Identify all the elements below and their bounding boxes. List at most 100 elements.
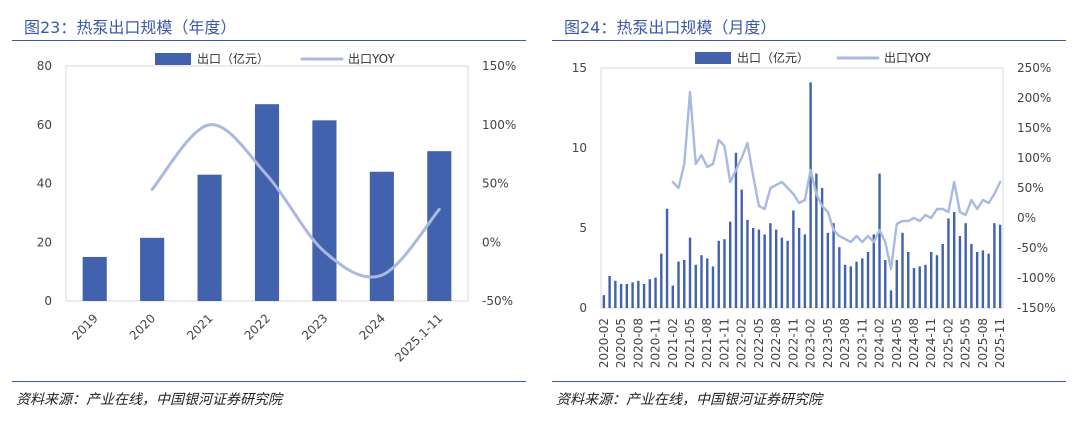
bar <box>935 255 939 308</box>
y-right-tick-label: -150% <box>1017 301 1056 315</box>
bar <box>820 188 824 308</box>
x-tick-label: 2024-05 <box>890 318 904 368</box>
bar <box>706 258 709 308</box>
x-tick-label: 2022-02 <box>735 318 749 368</box>
y-left-tick-label: 80 <box>37 59 52 73</box>
x-tick-label: 2021 <box>184 311 215 342</box>
bar <box>878 173 881 308</box>
left-bottom-rule <box>12 381 526 382</box>
bar <box>671 285 674 308</box>
y-left-tick-label: 20 <box>37 235 52 249</box>
x-tick-label: 2023-11 <box>855 318 869 368</box>
x-tick-label: 2020 <box>127 311 158 342</box>
y-left-tick-label: 0 <box>579 301 587 315</box>
bar <box>757 229 761 308</box>
bar <box>809 82 812 309</box>
bar <box>838 247 841 308</box>
y-right-tick-label: 0% <box>482 235 501 249</box>
bar <box>786 240 789 308</box>
bar <box>608 276 611 308</box>
bar <box>763 234 766 308</box>
x-tick-label: 2019 <box>69 311 100 342</box>
bar <box>711 266 715 308</box>
right-bottom-rule <box>552 381 1066 382</box>
bar <box>660 253 663 308</box>
x-tick-label: 2021-11 <box>717 318 731 368</box>
y-right-tick-label: -50% <box>1017 241 1048 255</box>
bar <box>981 250 985 308</box>
bar <box>855 261 858 308</box>
left-chart-title: 图23：热泵出口规模（年度） <box>24 18 237 37</box>
y-right-tick-label: 150% <box>482 59 516 73</box>
x-tick-label: 2023-05 <box>821 318 835 368</box>
y-right-tick-label: 50% <box>1017 181 1044 195</box>
x-tick-label: 2025-05 <box>959 318 973 368</box>
bar <box>602 295 606 308</box>
x-tick-label: 2020-11 <box>649 318 663 368</box>
bar <box>688 237 692 308</box>
x-tick-label: 2024-02 <box>873 318 887 368</box>
bar <box>930 252 933 308</box>
x-tick-label: 2024-08 <box>907 318 921 368</box>
bar <box>780 237 784 308</box>
bar <box>631 282 634 308</box>
bar <box>912 268 916 308</box>
bar <box>815 173 818 308</box>
y-left-tick-label: 40 <box>37 177 52 191</box>
legend-bar-swatch <box>695 52 731 64</box>
bar <box>140 237 165 301</box>
y-left-tick-label: 10 <box>572 141 587 155</box>
x-tick-label: 2020-02 <box>597 318 611 368</box>
y-left-tick-label: 5 <box>579 221 587 235</box>
bar <box>774 229 778 308</box>
x-tick-label: 2021-02 <box>666 318 680 368</box>
bar <box>619 284 623 308</box>
bar <box>861 258 864 308</box>
bar <box>947 218 950 308</box>
plot-area <box>600 67 1004 309</box>
y-right-tick-label: 50% <box>482 177 509 191</box>
bar <box>987 253 990 308</box>
x-tick-label: 2025.1-11 <box>392 311 445 364</box>
bar <box>901 232 904 308</box>
x-tick-label: 2023 <box>299 311 330 342</box>
bar <box>975 252 979 308</box>
x-tick-label: 2022 <box>242 311 273 342</box>
bar <box>866 252 870 308</box>
bar <box>826 232 830 308</box>
right-chart-panel: 图24：热泵出口规模（月度） 0 5 10 15 -150% -100% -50% 0% 50%… <box>540 0 1080 421</box>
legend-bar-label: 出口（亿元） <box>197 51 269 66</box>
bar <box>683 260 686 308</box>
bar <box>907 252 910 308</box>
bar <box>197 174 222 301</box>
y-right-tick-label: 0% <box>1017 211 1036 225</box>
x-tick-label: 2022-08 <box>769 318 783 368</box>
y-left-tick-label: 60 <box>37 118 52 132</box>
bar <box>895 260 898 308</box>
bar <box>729 221 732 308</box>
bar <box>637 280 640 308</box>
bar <box>740 189 743 308</box>
bar <box>958 236 962 308</box>
legend-line-label: 出口YOY <box>884 51 931 65</box>
bar <box>665 208 669 308</box>
y-left-tick-label: 15 <box>572 61 587 75</box>
x-tick-label: 2024 <box>356 311 387 342</box>
yoy-line <box>150 123 441 279</box>
x-tick-label: 2020-05 <box>614 318 628 368</box>
right-top-rule <box>552 40 1066 41</box>
bar <box>797 228 801 308</box>
x-tick-label: 2024-11 <box>924 318 938 368</box>
bar <box>941 244 944 308</box>
bar <box>654 277 657 308</box>
bar <box>843 264 847 308</box>
bar <box>849 266 853 308</box>
bar <box>884 260 887 308</box>
bar <box>717 240 720 308</box>
bar <box>872 234 875 308</box>
y-right-tick-label: -100% <box>1017 271 1056 285</box>
x-tick-label: 2023-08 <box>838 318 852 368</box>
legend-bar-swatch <box>155 53 191 65</box>
bar <box>723 239 726 308</box>
legend-bar-label: 出口（亿元） <box>737 50 809 65</box>
